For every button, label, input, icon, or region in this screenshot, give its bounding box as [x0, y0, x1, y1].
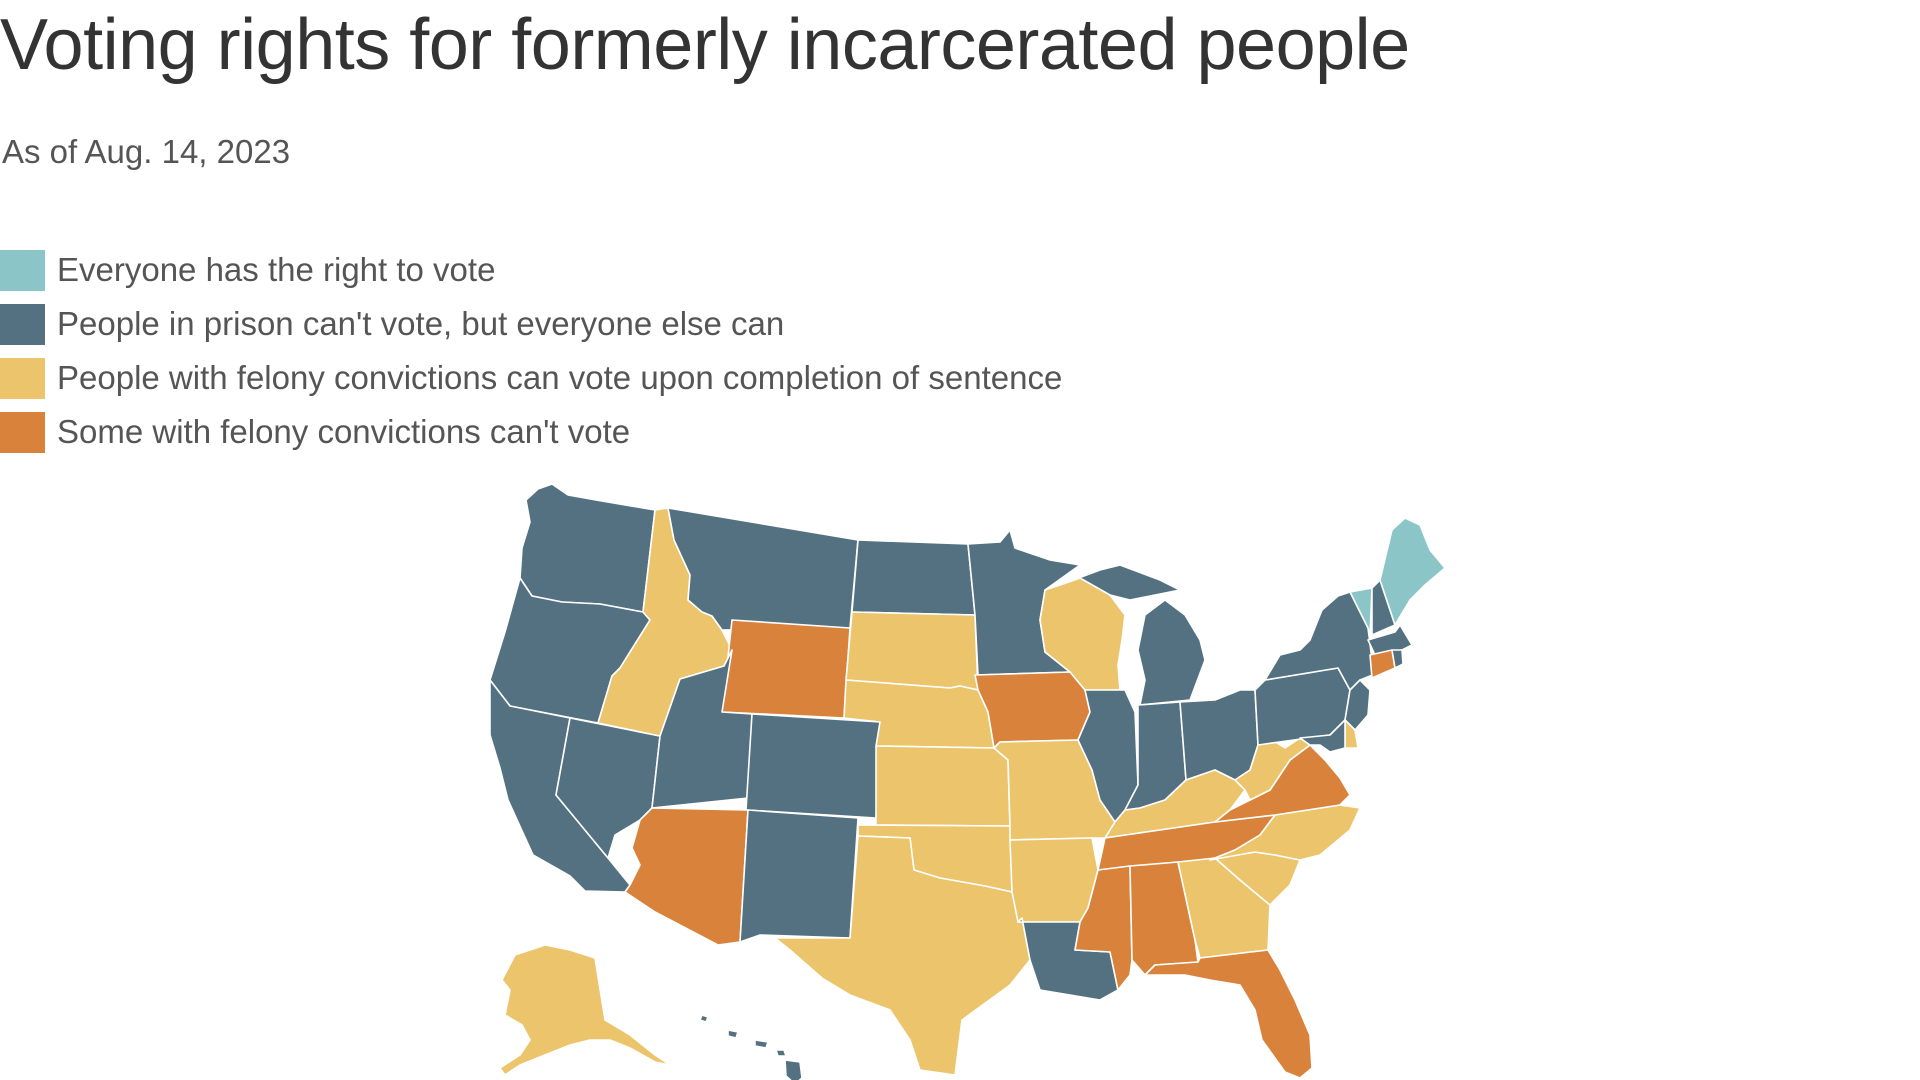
state-ri[interactable]: [1391, 649, 1404, 669]
legend-label-prison: People in prison can't vote, but everyon…: [57, 305, 785, 342]
legend: Everyone has the right to vote People in…: [0, 243, 1062, 459]
state-vt[interactable]: [1349, 587, 1373, 636]
state-me[interactable]: [1379, 517, 1446, 626]
state-ks[interactable]: [875, 745, 1011, 827]
legend-item-sentence: People with felony convictions can vote …: [0, 351, 1062, 405]
page-subtitle: As of Aug. 14, 2023: [2, 133, 291, 170]
page-title: Voting rights for formerly incarcerated …: [0, 5, 1410, 85]
legend-item-everyone: Everyone has the right to vote: [0, 243, 1062, 297]
legend-label-everyone: Everyone has the right to vote: [57, 251, 496, 288]
legend-swatch-everyone: [0, 249, 45, 291]
state-co[interactable]: [745, 713, 881, 819]
state-nm[interactable]: [739, 809, 859, 943]
state-fl[interactable]: [1144, 949, 1313, 1079]
legend-swatch-sentence: [0, 357, 45, 399]
state-wy[interactable]: [721, 619, 851, 719]
state-tx[interactable]: [774, 835, 1031, 1076]
state-ak[interactable]: [499, 944, 671, 1076]
state-nc[interactable]: [1209, 804, 1361, 861]
legend-item-some: Some with felony convictions can't vote: [0, 405, 1062, 459]
legend-label-sentence: People with felony convictions can vote …: [57, 359, 1063, 396]
state-ar[interactable]: [1009, 837, 1099, 923]
us-map: [480, 480, 1480, 1080]
state-hi[interactable]: [699, 1014, 803, 1080]
state-va[interactable]: [1214, 744, 1351, 823]
legend-swatch-prison: [0, 303, 45, 345]
state-az[interactable]: [624, 807, 749, 946]
legend-label-some: Some with felony convictions can't vote: [57, 413, 631, 450]
state-sd[interactable]: [845, 611, 979, 691]
state-wa[interactable]: [519, 483, 656, 613]
state-ct[interactable]: [1369, 649, 1396, 679]
state-ia[interactable]: [974, 671, 1091, 749]
state-oh[interactable]: [1179, 689, 1259, 781]
state-nd[interactable]: [851, 539, 976, 616]
legend-swatch-some: [0, 411, 45, 453]
legend-item-prison: People in prison can't vote, but everyon…: [0, 297, 1062, 351]
state-mi[interactable]: [1059, 564, 1206, 706]
state-md[interactable]: [1299, 719, 1346, 753]
state-ms[interactable]: [1074, 865, 1133, 991]
